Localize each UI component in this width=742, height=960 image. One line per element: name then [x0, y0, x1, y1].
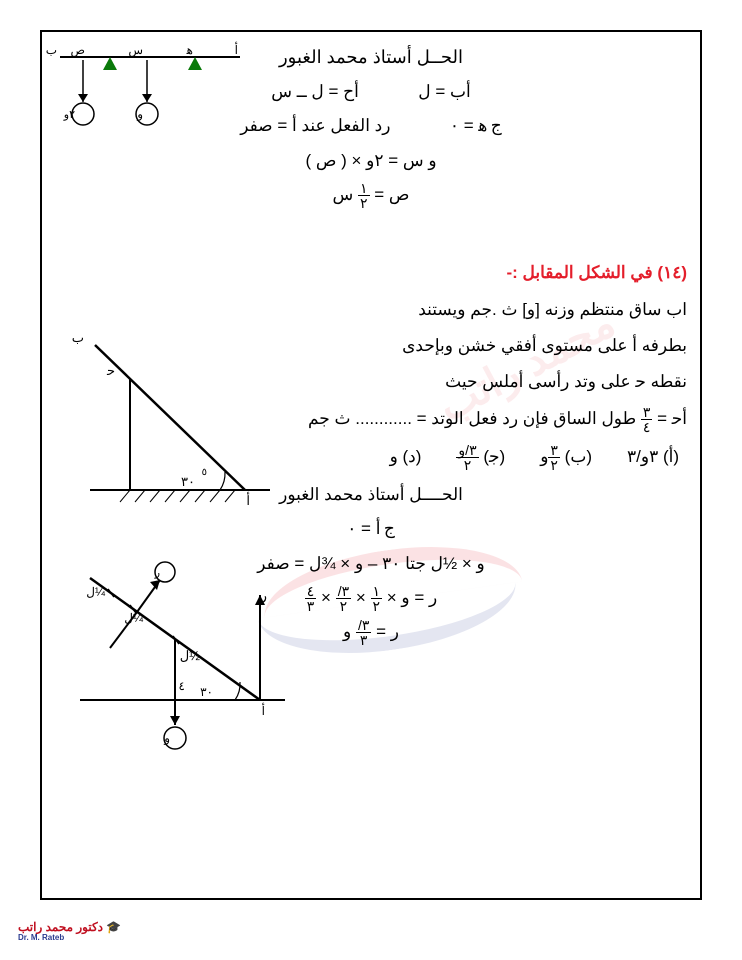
svg-text:أ: أ: [262, 703, 265, 718]
q14-l1: اب ساق منتظم وزنه [و] ث .جم ويستند: [55, 294, 687, 326]
sol1-row2: ج ﮬ = ٠ رد الفعل عند أ = صفر: [55, 110, 687, 142]
choice-a: (أ) ٣و/٣: [627, 441, 679, 473]
choice-b: (ب) ٣٢و: [540, 441, 592, 473]
sol2-row1: ج أ = ٠: [55, 513, 687, 545]
q14-l3: نقطه ﺣ على وتد رأسى أملس حيث: [55, 366, 687, 398]
q14-l2: بطرفه أ على مستوى أفقي خشن وبإحدى: [55, 330, 687, 362]
choices-row: (أ) ٣و/٣ (ب) ٣٢و (ﺟ) ٣/و٢ (د) و: [55, 441, 687, 473]
sol2-title: الحــــل أستاذ محمد الغبور: [55, 479, 687, 511]
sol2-row3: ر = و × ١٢ × ٣/٢ × ٤٣: [55, 582, 687, 614]
sol1-row3: و س = ٢و × ( ص ): [55, 145, 687, 177]
choice-c: (ﺟ) ٣/و٢: [456, 441, 505, 473]
q14-l4: أﺣ = ٣٤ طول الساق فإن رد فعل الوتد = ...…: [55, 403, 687, 435]
solution-title: الحــل أستاذ محمد الغبور: [55, 40, 687, 74]
sol1-row4: ص = ١٢ س: [55, 179, 687, 211]
footer-brand: دكتور محمد راتب 🎓 Dr. M. Rateb: [18, 920, 121, 942]
sol2-row2: و × ½ل جتا ٣٠ – و × ¾ل = صفر: [55, 548, 687, 580]
svg-text:٤: ٤: [179, 679, 185, 693]
choice-d: (د) و: [390, 441, 422, 473]
svg-text:و: و: [163, 731, 170, 745]
svg-text:٣٠: ٣٠: [200, 685, 213, 699]
sol2-row4: ر = ٣/٣ و: [55, 616, 687, 648]
q14-head: (١٤) في الشكل المقابل :-: [55, 257, 687, 289]
sol1-row1: أب = ل أح = ل ــ س: [55, 76, 687, 108]
